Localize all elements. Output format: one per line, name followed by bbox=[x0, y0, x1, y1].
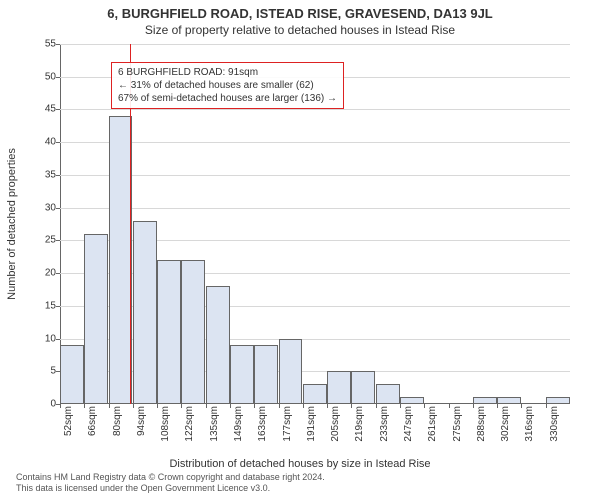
xtick-mark bbox=[157, 404, 158, 408]
xtick-label: 330sqm bbox=[549, 404, 560, 442]
xtick-label: 135sqm bbox=[209, 404, 220, 442]
histogram-bar bbox=[84, 234, 108, 404]
xtick-mark bbox=[497, 404, 498, 408]
ytick-label: 20 bbox=[45, 268, 60, 279]
xtick-mark bbox=[60, 404, 61, 408]
xtick-mark bbox=[473, 404, 474, 408]
xtick-label: 205sqm bbox=[330, 404, 341, 442]
histogram-bar bbox=[327, 371, 351, 404]
xtick-mark bbox=[84, 404, 85, 408]
grid-line bbox=[60, 142, 570, 143]
ytick-label: 5 bbox=[50, 366, 60, 377]
xtick-label: 191sqm bbox=[306, 404, 317, 442]
histogram-bar bbox=[133, 221, 157, 404]
xtick-label: 233sqm bbox=[379, 404, 390, 442]
xtick-label: 316sqm bbox=[524, 404, 535, 442]
xtick-label: 219sqm bbox=[354, 404, 365, 442]
histogram-bar bbox=[60, 345, 84, 404]
xtick-label: 94sqm bbox=[136, 404, 147, 436]
ytick-label: 0 bbox=[50, 399, 60, 410]
xtick-mark bbox=[424, 404, 425, 408]
xtick-mark bbox=[133, 404, 134, 408]
xtick-label: 52sqm bbox=[63, 404, 74, 436]
grid-line bbox=[60, 175, 570, 176]
grid-line bbox=[60, 44, 570, 45]
histogram-bar bbox=[157, 260, 181, 404]
annotation-line-3: 67% of semi-detached houses are larger (… bbox=[118, 92, 337, 105]
ytick-label: 30 bbox=[45, 202, 60, 213]
xtick-mark bbox=[327, 404, 328, 408]
histogram-bar bbox=[376, 384, 400, 404]
xtick-mark bbox=[351, 404, 352, 408]
grid-line bbox=[60, 208, 570, 209]
histogram-bar bbox=[254, 345, 278, 404]
histogram-bar bbox=[230, 345, 254, 404]
xtick-label: 149sqm bbox=[233, 404, 244, 442]
y-axis-label: Number of detached properties bbox=[6, 148, 18, 300]
annotation-line-1: 6 BURGHFIELD ROAD: 91sqm bbox=[118, 66, 337, 79]
ytick-label: 40 bbox=[45, 137, 60, 148]
xtick-mark bbox=[254, 404, 255, 408]
xtick-mark bbox=[546, 404, 547, 408]
xtick-label: 261sqm bbox=[427, 404, 438, 442]
histogram-bar bbox=[206, 286, 230, 404]
xtick-mark bbox=[303, 404, 304, 408]
xtick-mark bbox=[230, 404, 231, 408]
xtick-label: 288sqm bbox=[476, 404, 487, 442]
xtick-mark bbox=[376, 404, 377, 408]
xtick-label: 108sqm bbox=[160, 404, 171, 442]
ytick-label: 45 bbox=[45, 104, 60, 115]
chart-title-sub: Size of property relative to detached ho… bbox=[0, 21, 600, 37]
ytick-label: 35 bbox=[45, 169, 60, 180]
footer-attribution: Contains HM Land Registry data © Crown c… bbox=[16, 472, 325, 494]
chart-container: 6, BURGHFIELD ROAD, ISTEAD RISE, GRAVESE… bbox=[0, 0, 600, 500]
chart-title-main: 6, BURGHFIELD ROAD, ISTEAD RISE, GRAVESE… bbox=[0, 0, 600, 21]
xtick-label: 177sqm bbox=[282, 404, 293, 442]
footer-line-2: This data is licensed under the Open Gov… bbox=[16, 483, 325, 494]
xtick-label: 275sqm bbox=[452, 404, 463, 442]
ytick-label: 25 bbox=[45, 235, 60, 246]
histogram-bar bbox=[109, 116, 133, 404]
x-axis-label: Distribution of detached houses by size … bbox=[0, 458, 600, 470]
histogram-bar bbox=[303, 384, 327, 404]
xtick-mark bbox=[181, 404, 182, 408]
xtick-label: 80sqm bbox=[112, 404, 123, 436]
xtick-mark bbox=[400, 404, 401, 408]
xtick-mark bbox=[279, 404, 280, 408]
xtick-label: 122sqm bbox=[184, 404, 195, 442]
histogram-bar bbox=[279, 339, 303, 404]
grid-line bbox=[60, 109, 570, 110]
xtick-mark bbox=[521, 404, 522, 408]
histogram-bar bbox=[351, 371, 375, 404]
xtick-mark bbox=[206, 404, 207, 408]
xtick-mark bbox=[449, 404, 450, 408]
annotation-box: 6 BURGHFIELD ROAD: 91sqm← 31% of detache… bbox=[111, 62, 344, 109]
histogram-bar bbox=[181, 260, 205, 404]
ytick-label: 50 bbox=[45, 71, 60, 82]
xtick-label: 302sqm bbox=[500, 404, 511, 442]
xtick-label: 66sqm bbox=[87, 404, 98, 436]
plot-area: 051015202530354045505552sqm66sqm80sqm94s… bbox=[60, 44, 570, 404]
xtick-label: 163sqm bbox=[257, 404, 268, 442]
xtick-mark bbox=[109, 404, 110, 408]
annotation-line-2: ← 31% of detached houses are smaller (62… bbox=[118, 79, 337, 92]
ytick-label: 55 bbox=[45, 39, 60, 50]
footer-line-1: Contains HM Land Registry data © Crown c… bbox=[16, 472, 325, 483]
xtick-label: 247sqm bbox=[403, 404, 414, 442]
ytick-label: 10 bbox=[45, 333, 60, 344]
ytick-label: 15 bbox=[45, 300, 60, 311]
